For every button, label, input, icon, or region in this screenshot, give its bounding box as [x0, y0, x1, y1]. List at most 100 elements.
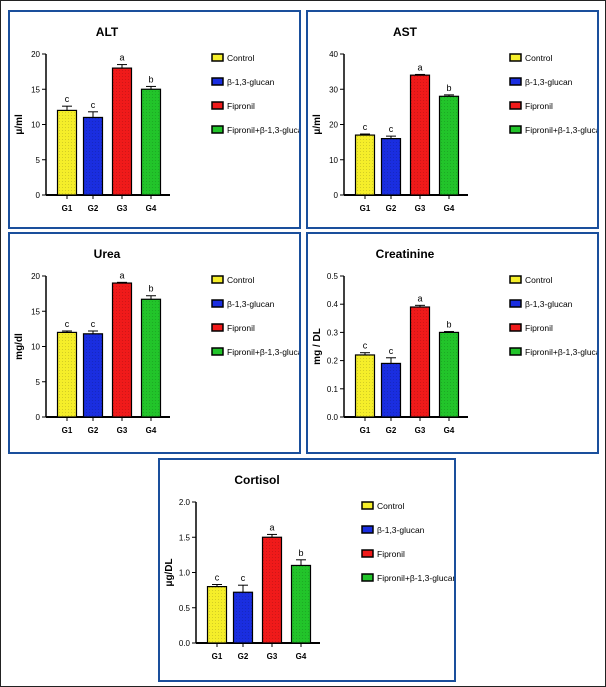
chart-title: AST — [393, 25, 418, 39]
significance-letter: c — [91, 319, 96, 329]
legend-swatch — [361, 525, 374, 534]
significance-letter: b — [446, 320, 451, 330]
legend-label: β-1,3-glucan — [525, 299, 573, 309]
y-tick-label: 10 — [31, 343, 40, 352]
y-tick-label: 10 — [31, 121, 40, 130]
legend-label: β-1,3-glucan — [227, 77, 275, 87]
chart-title: Cortisol — [234, 473, 279, 487]
x-tick-label: G3 — [415, 426, 426, 435]
significance-letter: c — [241, 573, 246, 583]
legend-label: Fipronil — [525, 101, 553, 111]
legend-label: β-1,3-glucan — [525, 77, 573, 87]
y-axis-label: μ/ml — [312, 114, 323, 135]
significance-letter: c — [215, 572, 220, 582]
bar-g3 — [409, 74, 431, 196]
bar-g3 — [409, 306, 431, 418]
bar-g2 — [82, 333, 104, 418]
y-tick-label: 0 — [334, 191, 339, 200]
legend-label: Fipronil — [227, 323, 255, 333]
y-tick-label: 0.1 — [327, 385, 339, 394]
significance-letter: a — [417, 62, 422, 72]
y-tick-label: 1.5 — [179, 533, 191, 542]
legend-swatch — [211, 323, 224, 332]
chart-title: Creatinine — [376, 247, 435, 261]
x-tick-label: G4 — [444, 204, 455, 213]
y-tick-label: 1.0 — [179, 569, 191, 578]
chart-svg: Creatinine mg / DL 0.0 0.1 0.2 0.3 0.4 0.5 c G1 c G… — [312, 247, 597, 435]
significance-letter: c — [389, 346, 394, 356]
y-tick-label: 40 — [329, 50, 338, 59]
bar-g4 — [140, 88, 162, 196]
legend-swatch — [509, 299, 522, 308]
legend-swatch — [361, 501, 374, 510]
y-tick-label: 0.3 — [327, 328, 339, 337]
panel-creatinine: Creatinine mg / DL 0.0 0.1 0.2 0.3 0.4 0.5 c G1 c G… — [306, 232, 599, 454]
bar-g4 — [438, 331, 460, 418]
y-tick-label: 5 — [36, 156, 41, 165]
y-tick-label: 0.4 — [327, 300, 339, 309]
bar-g2 — [380, 137, 402, 196]
chart-svg: ALT μ/ml 0 5 10 15 20 c G1 c G2 a G3 b G4 Control β-1,3-… — [14, 25, 299, 213]
y-tick-label: 15 — [31, 307, 40, 316]
bar-g1 — [206, 585, 228, 644]
y-axis-label: mg/dl — [14, 333, 25, 360]
legend-label: Fipronil+β-1,3-glucan — [227, 125, 299, 135]
significance-letter: b — [446, 83, 451, 93]
significance-letter: b — [148, 284, 153, 294]
legend-swatch — [211, 53, 224, 62]
y-tick-label: 20 — [31, 272, 40, 281]
significance-letter: b — [148, 74, 153, 84]
legend-label: Fipronil+β-1,3-glucan — [525, 347, 597, 357]
y-tick-label: 0.5 — [179, 604, 191, 613]
x-tick-label: G4 — [444, 426, 455, 435]
legend-swatch — [509, 275, 522, 284]
x-tick-label: G2 — [238, 652, 249, 661]
significance-letter: a — [119, 53, 124, 63]
x-tick-label: G1 — [62, 204, 73, 213]
panel-urea: Urea mg/dl 0 5 10 15 20 c G1 c G2 a G3 b G4 Control β-1,… — [8, 232, 301, 454]
bar-g1 — [354, 354, 376, 418]
bar-g4 — [140, 298, 162, 418]
significance-letter: a — [417, 293, 422, 303]
bar-g2 — [380, 362, 402, 418]
significance-letter: c — [65, 94, 70, 104]
bar-g3 — [111, 67, 133, 196]
significance-letter: c — [363, 341, 368, 351]
legend-swatch — [361, 549, 374, 558]
y-tick-label: 0.0 — [327, 413, 339, 422]
x-tick-label: G4 — [296, 652, 307, 661]
bar-g4 — [438, 95, 460, 196]
x-tick-label: G1 — [360, 426, 371, 435]
legend-label: Control — [227, 53, 255, 63]
bar-g1 — [56, 109, 78, 196]
x-tick-label: G3 — [267, 652, 278, 661]
x-tick-label: G4 — [146, 426, 157, 435]
y-axis-label: μg/DL — [164, 558, 175, 586]
legend-swatch — [509, 323, 522, 332]
y-tick-label: 20 — [31, 50, 40, 59]
legend-label: Control — [227, 275, 255, 285]
significance-letter: a — [119, 270, 124, 280]
legend-label: Control — [525, 53, 553, 63]
significance-letter: c — [389, 124, 394, 134]
y-tick-label: 0.5 — [327, 272, 339, 281]
x-tick-label: G2 — [386, 204, 397, 213]
legend-swatch — [509, 101, 522, 110]
legend-swatch — [211, 275, 224, 284]
legend-swatch — [211, 101, 224, 110]
bar-g2 — [82, 116, 104, 196]
y-tick-label: 20 — [329, 121, 338, 130]
y-tick-label: 30 — [329, 85, 338, 94]
x-tick-label: G1 — [212, 652, 223, 661]
legend-swatch — [211, 77, 224, 86]
x-tick-label: G3 — [415, 204, 426, 213]
significance-letter: a — [269, 522, 274, 532]
legend-label: β-1,3-glucan — [227, 299, 275, 309]
y-tick-label: 5 — [36, 378, 41, 387]
x-tick-label: G1 — [360, 204, 371, 213]
y-tick-label: 0.2 — [327, 357, 339, 366]
significance-letter: b — [298, 548, 303, 558]
chart-svg: AST μ/ml 0 10 20 30 40 c G1 c G2 a G3 b G4 Control β-1,3… — [312, 25, 597, 213]
legend-label: Fipronil — [525, 323, 553, 333]
bar-g4 — [290, 564, 312, 644]
